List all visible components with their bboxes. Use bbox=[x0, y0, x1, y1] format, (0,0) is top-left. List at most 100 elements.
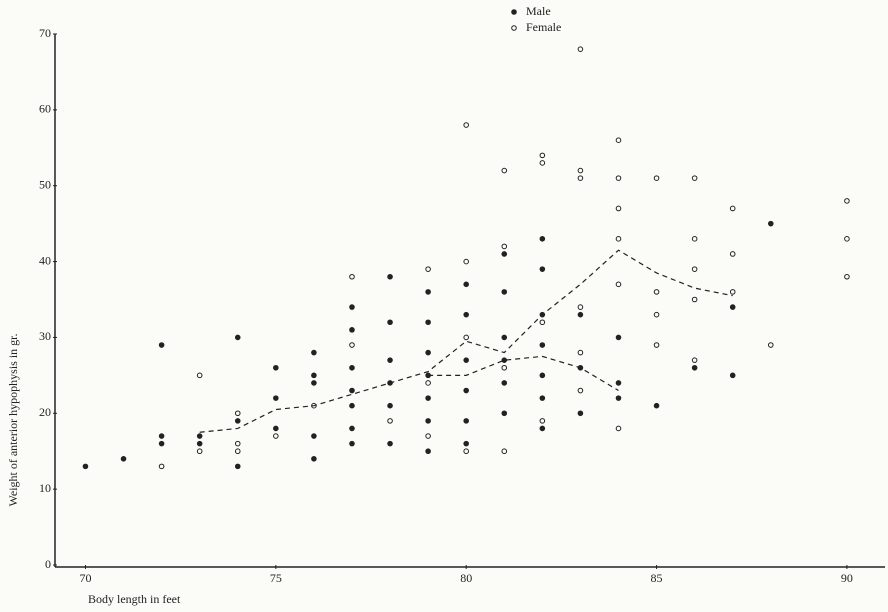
point bbox=[425, 448, 431, 455]
point bbox=[349, 387, 355, 394]
point bbox=[349, 440, 355, 447]
point bbox=[653, 175, 660, 181]
point bbox=[349, 304, 355, 310]
point bbox=[729, 251, 736, 257]
legend-marker bbox=[511, 9, 517, 15]
point bbox=[615, 395, 622, 401]
point bbox=[311, 380, 317, 386]
y-tick-label: 60 bbox=[39, 102, 51, 116]
point bbox=[463, 281, 469, 288]
point bbox=[539, 266, 546, 272]
point bbox=[539, 236, 546, 242]
y-tick-label: 40 bbox=[39, 253, 51, 267]
point bbox=[234, 448, 241, 455]
point bbox=[615, 334, 622, 341]
point bbox=[311, 456, 317, 462]
legend-label: Male bbox=[526, 4, 551, 18]
point bbox=[463, 258, 469, 265]
point bbox=[234, 410, 241, 417]
point bbox=[311, 372, 317, 379]
point bbox=[349, 342, 355, 348]
point bbox=[501, 167, 508, 174]
point bbox=[501, 251, 508, 257]
point bbox=[425, 433, 431, 439]
point bbox=[501, 289, 508, 295]
point bbox=[387, 273, 393, 280]
point bbox=[463, 311, 469, 318]
point bbox=[615, 205, 622, 212]
point bbox=[615, 281, 622, 288]
point bbox=[387, 418, 393, 424]
x-tick-label: 90 bbox=[841, 571, 853, 585]
point bbox=[425, 289, 431, 295]
point bbox=[349, 273, 355, 280]
point bbox=[539, 319, 546, 326]
point bbox=[196, 433, 203, 439]
x-axis-label: Body length in feet bbox=[88, 592, 181, 606]
point bbox=[691, 236, 698, 242]
point bbox=[844, 273, 850, 280]
point bbox=[463, 440, 469, 447]
point bbox=[387, 440, 393, 447]
y-tick-label: 50 bbox=[39, 177, 51, 191]
point bbox=[387, 402, 393, 409]
point bbox=[729, 205, 736, 212]
point bbox=[729, 304, 736, 310]
point bbox=[234, 440, 241, 447]
y-tick-label: 20 bbox=[39, 405, 51, 419]
point bbox=[425, 266, 431, 272]
point bbox=[691, 175, 698, 181]
legend-marker bbox=[511, 25, 517, 31]
point bbox=[501, 334, 508, 341]
point bbox=[844, 198, 850, 204]
y-axis-label: Weight of anterior hypophysis in gr. bbox=[6, 333, 20, 506]
point bbox=[653, 342, 660, 348]
point bbox=[349, 402, 355, 409]
point bbox=[691, 364, 698, 371]
point bbox=[387, 357, 393, 363]
point bbox=[273, 364, 279, 371]
point bbox=[577, 349, 584, 356]
point bbox=[387, 319, 393, 326]
point bbox=[425, 395, 431, 401]
point bbox=[349, 327, 355, 333]
legend-label: Female bbox=[526, 20, 561, 34]
point bbox=[539, 418, 546, 424]
point bbox=[349, 425, 355, 432]
point bbox=[463, 418, 469, 424]
point bbox=[577, 175, 584, 181]
point bbox=[196, 448, 203, 455]
point bbox=[425, 349, 431, 356]
y-tick-label: 10 bbox=[39, 481, 51, 495]
point bbox=[273, 395, 279, 401]
point bbox=[234, 463, 241, 470]
point bbox=[158, 342, 165, 348]
point bbox=[463, 334, 469, 341]
point bbox=[501, 357, 508, 363]
point bbox=[463, 122, 469, 128]
point bbox=[501, 380, 508, 386]
point bbox=[234, 334, 241, 341]
point bbox=[691, 357, 698, 363]
point bbox=[539, 342, 546, 348]
point bbox=[615, 236, 622, 242]
point bbox=[577, 304, 584, 310]
point bbox=[691, 296, 698, 303]
point bbox=[158, 433, 165, 439]
y-tick-label: 70 bbox=[39, 26, 51, 40]
point bbox=[539, 160, 546, 166]
point bbox=[425, 319, 431, 326]
point bbox=[196, 440, 203, 447]
point bbox=[501, 410, 508, 417]
point bbox=[273, 425, 279, 432]
point bbox=[463, 387, 469, 394]
x-tick-label: 80 bbox=[460, 571, 472, 585]
point bbox=[501, 448, 508, 455]
point bbox=[539, 395, 546, 401]
point bbox=[577, 311, 584, 318]
point bbox=[425, 418, 431, 424]
point bbox=[158, 463, 165, 470]
point bbox=[615, 137, 622, 143]
point bbox=[463, 357, 469, 363]
point bbox=[577, 46, 584, 52]
